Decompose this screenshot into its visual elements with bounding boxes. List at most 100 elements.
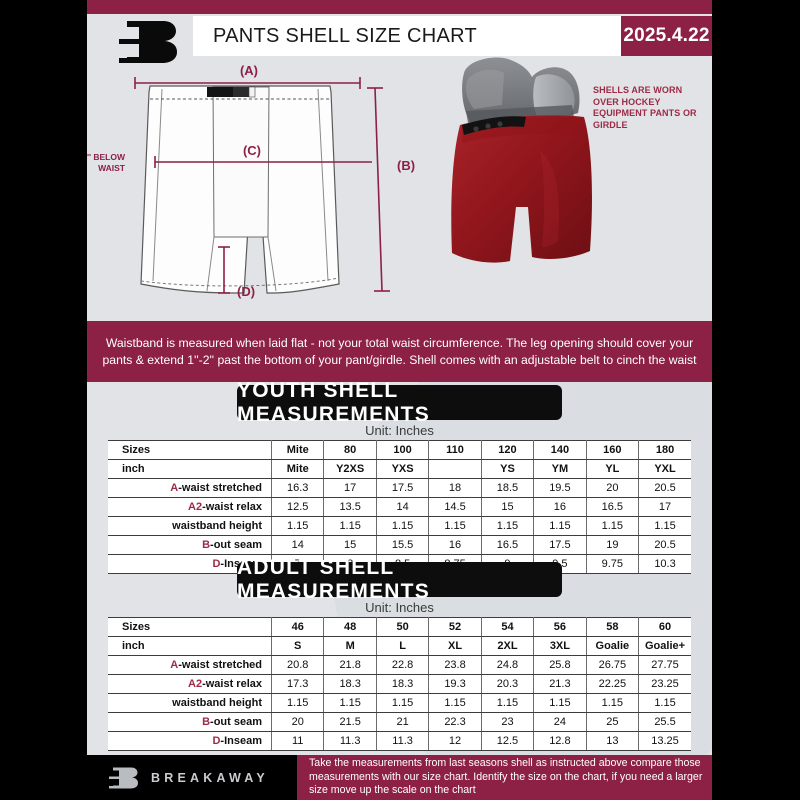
table-cell: 27.75 <box>638 655 691 675</box>
table-cell: Goalie+ <box>638 636 691 656</box>
table-cell: 16.5 <box>480 535 535 555</box>
table-cell: 20.5 <box>638 478 691 498</box>
table-cell: 12.5 <box>480 731 535 751</box>
table-row: D-Inseam 11 11.3 11.3 12 12.5 12.8 13 13.25 <box>108 731 691 751</box>
table-cell: 18 <box>428 478 482 498</box>
footer-instructions-text: Take the measurements from last seasons … <box>309 757 703 797</box>
table-cell: 11.3 <box>375 731 430 751</box>
row-label: waistband height <box>108 693 272 713</box>
table-cell: 12.8 <box>533 731 587 751</box>
table-cell: 1.15 <box>533 693 587 713</box>
table-cell: L <box>375 636 430 656</box>
row-label: A2-waist relax <box>108 674 272 694</box>
measurement-diagram: (A) (B) (C) (D) 7'' BELOW WAIST <box>87 57 712 321</box>
table-cell: 14 <box>375 497 430 517</box>
table-cell: 160 <box>585 440 640 460</box>
row-label: A-waist stretched <box>108 478 272 498</box>
table-row: A-waist stretched 20.8 21.8 22.8 23.8 24.8 25.… <box>108 655 691 675</box>
table-cell: 24 <box>533 712 587 732</box>
table-cell: 19 <box>585 535 640 555</box>
row-label-prefix: A2 <box>188 678 203 690</box>
table-cell: 1.15 <box>585 516 640 536</box>
table-cell: 22.3 <box>428 712 482 732</box>
row-label: inch <box>108 636 272 656</box>
table-row: B-out seam 20 21.5 21 22.3 23 24 25 25.5 <box>108 712 691 732</box>
table-row: waistband height 1.15 1.15 1.15 1.15 1.15 1.15… <box>108 693 691 713</box>
page-title: PANTS SHELL SIZE CHART <box>193 16 621 56</box>
table-cell: 15 <box>480 497 535 517</box>
table-cell: 16.5 <box>585 497 640 517</box>
table-cell: YXS <box>375 459 430 479</box>
footer-instructions: Take the measurements from last seasons … <box>297 755 712 800</box>
row-label-prefix: A2 <box>188 501 203 513</box>
table-cell: 14 <box>270 535 325 555</box>
table-cell: 1.15 <box>323 693 377 713</box>
table-cell: 17.5 <box>533 535 587 555</box>
youth-measurements-table: Sizes Mite 80 100 110 120 140 160 180 inch Mite Y2X… <box>108 440 691 574</box>
table-cell: 1.15 <box>428 693 482 713</box>
dimension-label-b: (B) <box>397 158 415 173</box>
table-row: B-out seam 14 15 15.5 16 16.5 17.5 19 20.5 <box>108 535 691 555</box>
table-cell: 26.75 <box>585 655 640 675</box>
table-cell: Mite <box>270 440 325 460</box>
below-waist-label-line1: 7'' BELOW <box>87 152 126 162</box>
table-cell: 20.3 <box>480 674 535 694</box>
table-cell: 22.8 <box>375 655 430 675</box>
page-title-text: PANTS SHELL SIZE CHART <box>213 24 478 47</box>
table-cell: YXL <box>638 459 691 479</box>
table-cell: 13.5 <box>323 497 377 517</box>
row-label: inch <box>108 459 272 479</box>
row-label-prefix: D <box>212 558 221 570</box>
table-cell: 21 <box>375 712 430 732</box>
table-cell: Goalie <box>585 636 640 656</box>
table-cell: 21.5 <box>323 712 377 732</box>
row-label-prefix: D <box>212 735 221 747</box>
table-cell: 1.15 <box>480 693 535 713</box>
footer-brand-name: BREAKAWAY <box>151 770 269 785</box>
table-cell: 15.5 <box>375 535 430 555</box>
table-cell: 1.15 <box>585 693 640 713</box>
table-cell: 12 <box>428 731 482 751</box>
row-label-prefix: A <box>170 482 179 494</box>
table-cell: 48 <box>323 617 377 637</box>
table-cell: 3XL <box>533 636 587 656</box>
table-cell: 1.15 <box>638 693 691 713</box>
row-label: waistband height <box>108 516 272 536</box>
table-cell: 58 <box>585 617 640 637</box>
table-row: Sizes 46 48 50 52 54 56 58 60 <box>108 617 691 637</box>
table-row: inch S M L XL 2XL 3XL Goalie Goalie+ <box>108 636 691 656</box>
measurement-instructions-banner: Waistband is measured when laid flat - n… <box>87 321 712 382</box>
footer-brand: BREAKAWAY <box>87 755 297 800</box>
table-cell: 110 <box>428 440 482 460</box>
table-cell: 2XL <box>480 636 535 656</box>
table-cell: 14.5 <box>428 497 482 517</box>
table-cell: 24.8 <box>480 655 535 675</box>
table-cell: YS <box>480 459 535 479</box>
table-cell: 20.5 <box>638 535 691 555</box>
table-row: A-waist stretched 16.3 17 17.5 18 18.5 19.5 20 2… <box>108 478 691 498</box>
table-cell: 17 <box>323 478 377 498</box>
row-label: A-waist stretched <box>108 655 272 675</box>
youth-section-title-text: YOUTH SHELL MEASUREMENTS <box>237 378 430 426</box>
table-cell: YL <box>585 459 640 479</box>
row-label-prefix: B <box>202 716 211 728</box>
table-row: inch Mite Y2XS YXS YS YM YL YXL <box>108 459 691 479</box>
table-cell: 18.3 <box>323 674 377 694</box>
table-cell: 17 <box>638 497 691 517</box>
row-label: A2-waist relax <box>108 497 272 517</box>
table-cell: 23.25 <box>638 674 691 694</box>
table-cell: 19.5 <box>533 478 587 498</box>
table-cell: 140 <box>533 440 587 460</box>
row-label-prefix: A <box>170 659 179 671</box>
row-label: D-Inseam <box>108 731 272 751</box>
table-cell: 1.15 <box>428 516 482 536</box>
table-cell: M <box>323 636 377 656</box>
table-cell: 25.5 <box>638 712 691 732</box>
table-cell: 20 <box>585 478 640 498</box>
table-cell: Mite <box>270 459 325 479</box>
table-cell: 1.15 <box>480 516 535 536</box>
table-cell: 20.8 <box>270 655 325 675</box>
table-cell: 18.5 <box>480 478 535 498</box>
table-cell: 46 <box>270 617 325 637</box>
